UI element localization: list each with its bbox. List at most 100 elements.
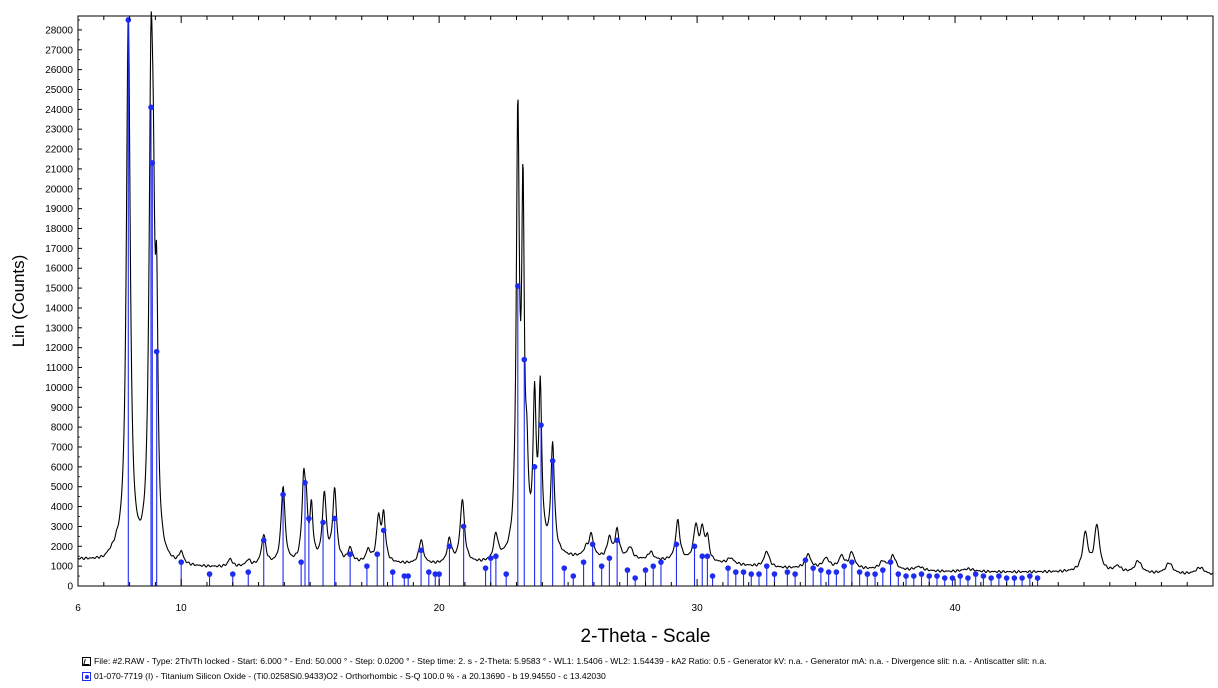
reference-stick-marker [841, 563, 847, 569]
y-tick-label: 15000 [45, 284, 73, 295]
reference-stick-marker [887, 559, 894, 565]
reference-stick-marker [802, 557, 809, 563]
reference-stick-marker [996, 573, 1002, 579]
reference-stick-marker [446, 543, 453, 550]
reference-stick-marker [926, 573, 933, 579]
reference-stick-marker [493, 553, 499, 560]
y-tick-label: 27000 [45, 45, 73, 56]
reference-stick-marker [487, 555, 494, 561]
reference-stick-marker [436, 571, 442, 577]
reference-stick-marker [432, 571, 439, 577]
y-tick-label: 1000 [51, 562, 74, 573]
y-tick-label: 2000 [51, 542, 74, 553]
reference-stick-marker [704, 553, 711, 560]
reference-stick-marker [709, 573, 716, 579]
reference-stick-marker [580, 559, 587, 565]
reference-stick-marker [784, 569, 791, 575]
reference-stick-marker [740, 569, 747, 575]
reference-stick-marker [460, 523, 467, 530]
reference-stick-marker [538, 422, 544, 428]
legend-raw-text: File: #2.RAW - Type: 2Th/Th locked - Sta… [94, 656, 1047, 666]
reference-stick-marker [849, 559, 855, 565]
reference-stick-marker [856, 569, 863, 575]
y-tick-label: 4000 [51, 502, 74, 513]
y-tick-label: 7000 [51, 442, 74, 453]
reference-stick-marker [521, 356, 528, 363]
reference-stick-marker [260, 537, 267, 544]
y-tick-label: 21000 [45, 164, 73, 175]
reference-stick-marker [178, 559, 184, 565]
reference-stick-marker [149, 160, 156, 166]
reference-stick-marker [614, 537, 620, 544]
reference-stick-marker [482, 565, 489, 571]
reference-stick-marker [941, 575, 948, 581]
reference-stick-marker [918, 571, 925, 577]
reference-stick-marker [748, 571, 755, 577]
y-tick-label: 18000 [45, 224, 73, 235]
reference-stick-marker [153, 348, 160, 355]
reference-stick-marker [699, 553, 706, 560]
x-axis-title: 2-Theta - Scale [581, 626, 711, 647]
reference-stick-marker [503, 571, 510, 577]
reference-stick-marker [980, 573, 987, 579]
y-tick-label: 16000 [45, 264, 73, 275]
reference-stick-marker [380, 527, 387, 534]
reference-stick-marker [895, 571, 902, 577]
y-tick-label: 3000 [51, 522, 74, 533]
reference-stick-marker [418, 547, 424, 554]
reference-stick-marker [405, 573, 411, 579]
reference-stick-marker [833, 569, 840, 575]
reference-stick-marker [229, 571, 236, 577]
reference-stick-marker [934, 573, 940, 579]
y-tick-label: 8000 [51, 423, 74, 434]
reference-stick-marker [825, 569, 832, 575]
y-tick-label: 26000 [45, 65, 73, 76]
x-tick-label: 6 [75, 603, 81, 614]
x-tick-label: 10 [176, 603, 188, 614]
reference-stick-marker [1003, 575, 1010, 581]
raw-scan-legend-icon [82, 657, 91, 666]
reference-stick-marker [658, 559, 664, 565]
reference-stick-marker [374, 551, 381, 558]
reference-stick-marker [957, 573, 964, 579]
reference-stick-marker [280, 491, 286, 498]
reference-stick-marker [725, 565, 731, 571]
reference-stick-marker [515, 283, 521, 289]
xrd-chart: 0 1000 2000 3000 4000 5000 6000 7000 8000 9000 100… [9, 11, 1214, 647]
reference-stick-marker [691, 543, 698, 550]
plot-area [77, 11, 1213, 586]
reference-stick-marker [818, 567, 824, 573]
reference-stick-marker [642, 567, 649, 573]
y-tick-label: 19000 [45, 204, 73, 215]
reference-stick-marker [771, 571, 778, 577]
reference-stick-marker [606, 555, 613, 561]
reference-stick-marker [792, 571, 798, 577]
reference-stick-marker [673, 541, 680, 548]
legend-entry-reference: 01-070-7719 (I) - Titanium Silicon Oxide… [82, 671, 606, 682]
y-tick-label: 9000 [51, 403, 74, 414]
reference-stick-marker [949, 575, 956, 581]
reference-stick-marker [347, 551, 353, 558]
reference-stick-marker [306, 515, 312, 522]
reference-stick-marker [245, 569, 252, 575]
reference-pattern-legend-icon [82, 672, 91, 681]
reference-stick-marker [965, 575, 971, 581]
reference-stick-marker [549, 458, 556, 464]
reference-stick-marker [880, 567, 886, 573]
diffraction-pattern-line [77, 11, 1213, 575]
y-tick-label: 5000 [51, 482, 74, 493]
y-tick-label: 17000 [45, 244, 73, 255]
reference-stick-marker [331, 515, 338, 522]
reference-stick-marker [570, 573, 577, 579]
reference-stick-marker [756, 571, 762, 577]
x-tick-label: 40 [949, 603, 961, 614]
y-tick-label: 23000 [45, 125, 73, 136]
y-tick-label: 12000 [45, 343, 73, 354]
reference-stick-marker [972, 571, 979, 577]
reference-stick-marker [1027, 573, 1033, 579]
reference-stick-marker [302, 479, 308, 486]
reference-stick-marker [426, 569, 432, 575]
reference-stick-marker [598, 563, 605, 569]
reference-stick-marker [1011, 575, 1018, 581]
y-tick-label: 10000 [45, 383, 73, 394]
